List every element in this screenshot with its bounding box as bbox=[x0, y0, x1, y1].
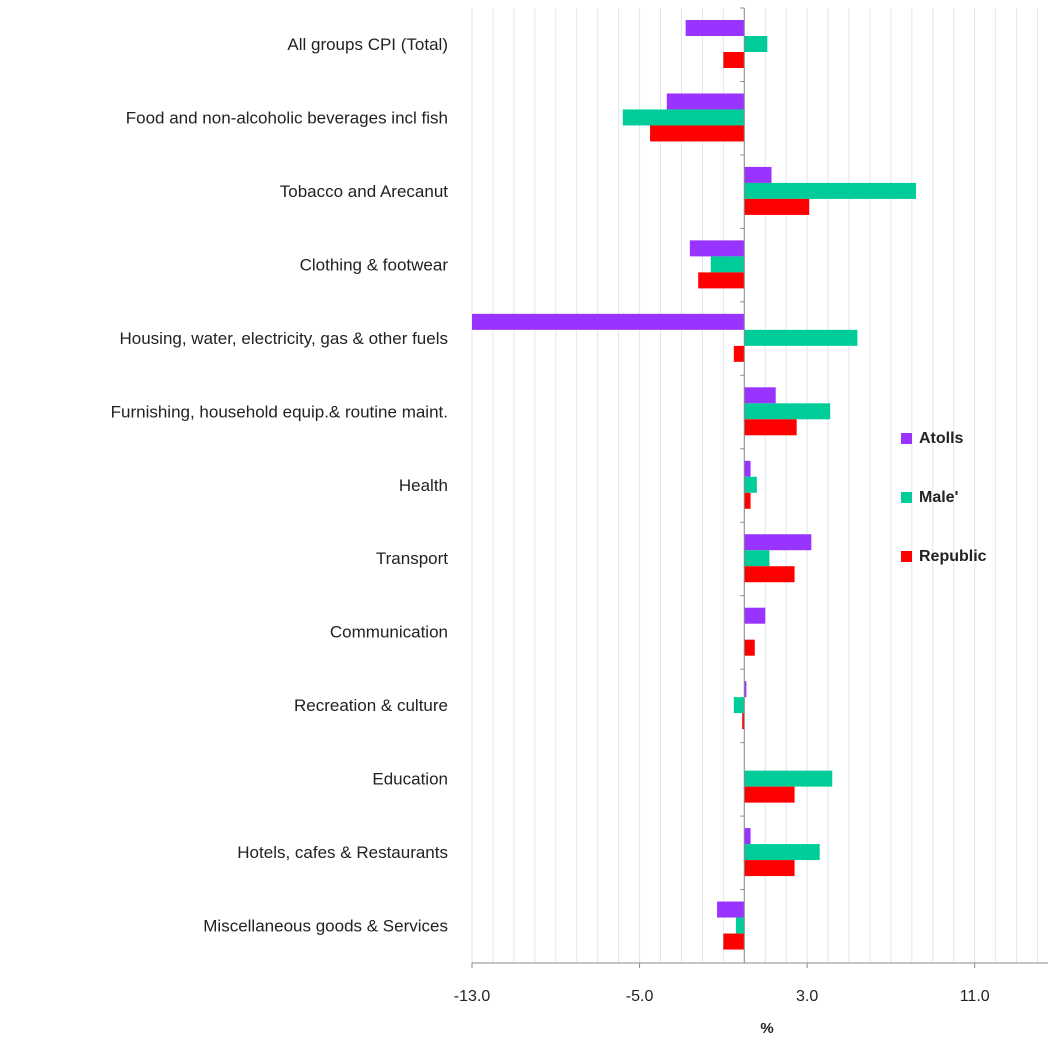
bar-male-9 bbox=[733, 697, 745, 714]
bar-atolls-12 bbox=[717, 901, 745, 918]
category-label: Tobacco and Arecanut bbox=[280, 182, 449, 201]
bar-male-4 bbox=[744, 329, 858, 346]
bar-atolls-6 bbox=[744, 460, 751, 477]
bar-male-1 bbox=[622, 109, 745, 126]
bar-republic-5 bbox=[744, 419, 797, 436]
bar-atolls-1 bbox=[666, 93, 745, 110]
category-label: Health bbox=[399, 476, 448, 495]
x-tick-label: -5.0 bbox=[626, 988, 654, 1005]
category-label: Miscellaneous goods & Services bbox=[203, 917, 448, 936]
bar-atolls-8 bbox=[744, 607, 766, 624]
bar-atolls-9 bbox=[744, 681, 747, 698]
category-label: Clothing & footwear bbox=[300, 255, 449, 274]
x-tick-label: 3.0 bbox=[796, 988, 818, 1005]
legend-swatch-republic bbox=[901, 551, 912, 562]
bar-atolls-7 bbox=[744, 534, 812, 551]
category-label: Communication bbox=[330, 623, 448, 642]
legend-label: Male' bbox=[919, 489, 958, 506]
category-label: Hotels, cafes & Restaurants bbox=[237, 843, 448, 862]
bar-male-12 bbox=[735, 917, 745, 934]
bar-atolls-0 bbox=[685, 20, 745, 36]
category-label: Food and non-alcoholic beverages incl fi… bbox=[126, 108, 448, 127]
bar-male-11 bbox=[744, 844, 820, 861]
legend: Atolls Male' Republic bbox=[901, 430, 987, 565]
bar-republic-6 bbox=[744, 492, 751, 509]
bar-male-6 bbox=[744, 476, 757, 493]
legend-swatch-male bbox=[901, 492, 912, 503]
category-label: All groups CPI (Total) bbox=[287, 35, 448, 54]
category-label: Education bbox=[372, 770, 448, 789]
legend-swatch-atolls bbox=[901, 433, 912, 444]
bar-republic-8 bbox=[744, 639, 755, 656]
category-labels: All groups CPI (Total) Food and non-alcoh… bbox=[111, 35, 449, 936]
legend-label: Republic bbox=[919, 548, 987, 565]
bar-republic-3 bbox=[698, 272, 745, 289]
bar-republic-2 bbox=[744, 198, 810, 215]
bar-republic-0 bbox=[723, 52, 745, 68]
category-label: Housing, water, electricity, gas & other… bbox=[119, 329, 448, 348]
bar-male-5 bbox=[744, 403, 831, 420]
bar-republic-12 bbox=[723, 933, 745, 950]
bar-republic-7 bbox=[744, 566, 795, 583]
bar-republic-4 bbox=[733, 345, 745, 362]
category-label: Transport bbox=[376, 549, 448, 568]
bar-male-0 bbox=[744, 36, 768, 52]
bar-atolls-5 bbox=[744, 387, 776, 404]
x-tick-label: 11.0 bbox=[960, 988, 990, 1005]
category-label: Recreation & culture bbox=[294, 696, 448, 715]
bars bbox=[472, 20, 917, 950]
bar-atolls-2 bbox=[744, 166, 772, 183]
bar-atolls-4 bbox=[472, 313, 745, 330]
category-label: Furnishing, household equip.& routine ma… bbox=[111, 402, 448, 421]
bar-male-3 bbox=[710, 256, 745, 273]
bar-atolls-3 bbox=[689, 240, 745, 257]
tick-labels: -13.0 -5.0 3.0 11.0 bbox=[454, 988, 990, 1005]
bar-male-10 bbox=[744, 770, 833, 787]
x-axis-title: % bbox=[760, 1020, 773, 1037]
bar-male-7 bbox=[744, 550, 770, 567]
bar-republic-11 bbox=[744, 860, 795, 877]
axes bbox=[471, 7, 1048, 968]
legend-label: Atolls bbox=[919, 430, 964, 447]
x-tick-label: -13.0 bbox=[454, 988, 491, 1005]
bar-republic-1 bbox=[650, 125, 745, 142]
bar-republic-10 bbox=[744, 786, 795, 803]
bar-male-2 bbox=[744, 182, 917, 199]
bar-atolls-11 bbox=[744, 828, 751, 845]
bar-republic-9 bbox=[742, 713, 745, 730]
